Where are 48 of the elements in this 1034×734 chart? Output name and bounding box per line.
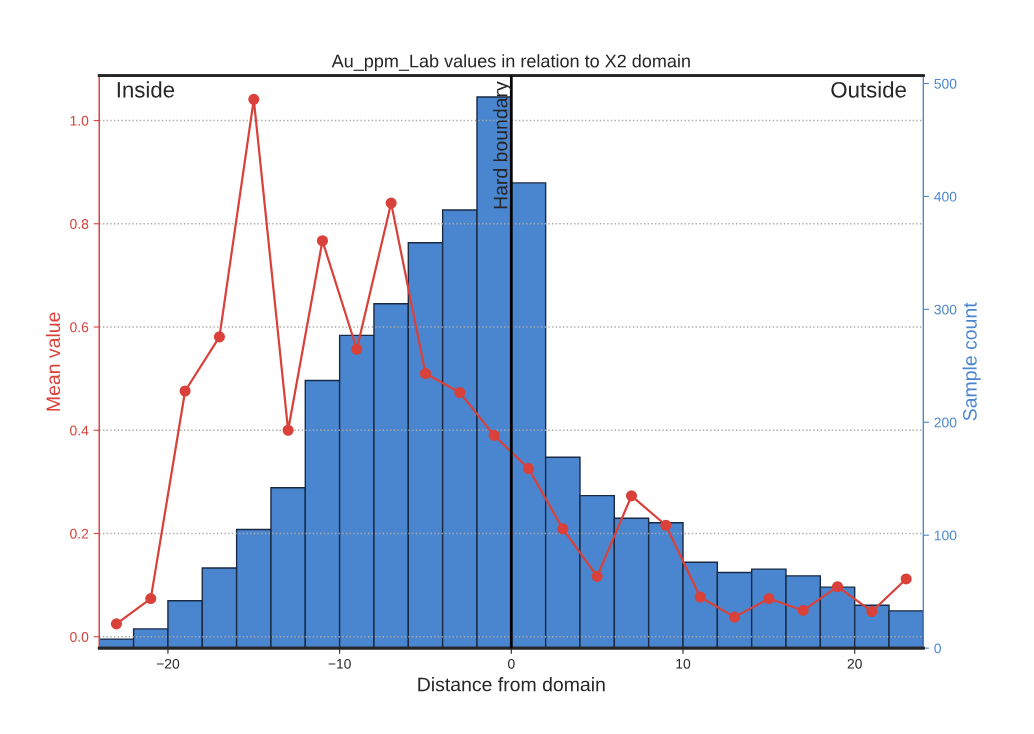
x-tick-label: 20: [847, 658, 862, 669]
point: [763, 593, 775, 605]
point: [282, 424, 294, 436]
x-axis-title: Distance from domain: [418, 677, 605, 692]
point: [831, 581, 844, 593]
y2-tick-label: 100: [934, 530, 957, 541]
point: [351, 343, 363, 355]
y-tick-label: 1.0: [70, 115, 89, 126]
point: [213, 331, 226, 343]
point: [797, 604, 809, 616]
x-tick-label: 0: [507, 658, 515, 669]
y-tick-label: 0.6: [70, 322, 89, 333]
y2-tick-label: 300: [934, 304, 957, 315]
point: [591, 570, 603, 582]
point: [385, 197, 397, 209]
y-tick-label: 0.2: [70, 528, 89, 539]
y2-tick-label: 500: [934, 78, 957, 89]
point: [110, 618, 122, 630]
point: [694, 591, 706, 603]
y-tick-label: 0.4: [70, 425, 89, 436]
x-tick-label: −20: [156, 658, 180, 669]
y-tick-label: 0.8: [70, 219, 89, 229]
y2-tick-label: 400: [934, 191, 957, 202]
point: [145, 593, 157, 605]
x-tick-label: −10: [328, 658, 351, 669]
chart-title: Au_ppm_Lab values in relation to X2 domain: [331, 54, 690, 72]
point: [660, 519, 672, 531]
point: [557, 523, 569, 535]
point: [866, 605, 878, 618]
ref-line-label: Hard boundary: [493, 81, 512, 209]
point: [419, 367, 432, 380]
y2-tick-label: 0: [934, 643, 941, 654]
annotation: Inside: [117, 81, 175, 98]
point: [179, 385, 191, 397]
point: [454, 387, 466, 399]
point: [728, 611, 741, 623]
point: [248, 93, 260, 105]
point: [900, 573, 912, 585]
x-tick-label: 10: [676, 658, 691, 669]
annotation: Outside: [831, 81, 906, 98]
y2-tick-label: 200: [934, 417, 957, 428]
point: [488, 429, 500, 441]
point: [316, 235, 329, 247]
y-tick-label: 0.0: [70, 632, 89, 642]
y2-axis-title: Sample count: [962, 302, 981, 421]
point: [522, 462, 535, 475]
point: [625, 490, 638, 502]
y-axis-title: Mean value: [45, 312, 61, 411]
